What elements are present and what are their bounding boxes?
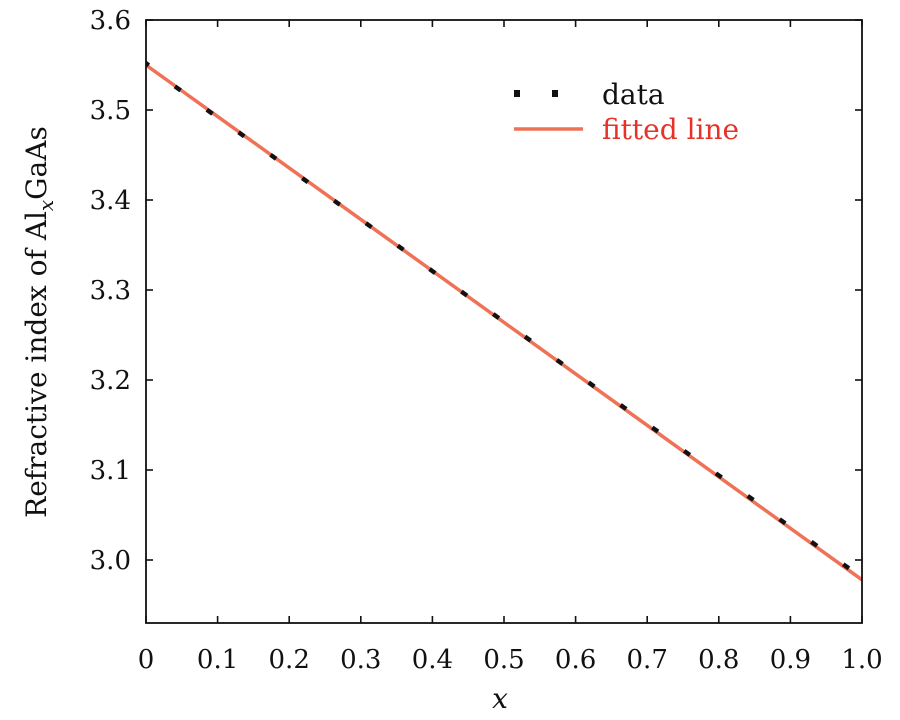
data-point <box>460 289 469 298</box>
data-point <box>269 152 278 161</box>
legend: data fitted line <box>514 78 739 146</box>
data-point <box>396 243 405 252</box>
x-tick-label: 0.8 <box>698 645 739 675</box>
x-tick-label: 0.6 <box>555 645 596 675</box>
data-point <box>332 198 342 207</box>
data-point <box>364 221 373 230</box>
data-point <box>746 494 755 502</box>
legend-label-data: data <box>602 78 665 111</box>
x-tick-label: 0.1 <box>197 645 238 675</box>
y-tick-label: 3.1 <box>90 456 131 486</box>
x-tick-label: 1.0 <box>841 645 882 675</box>
data-point <box>841 562 851 571</box>
legend-marker-data-2 <box>552 90 558 97</box>
x-tick-label: 0.2 <box>269 645 310 675</box>
x-tick-label: 0.5 <box>483 645 524 675</box>
data-point <box>651 425 660 434</box>
y-tick-label: 3.0 <box>90 546 131 576</box>
data-point <box>714 471 723 480</box>
data-point <box>237 130 246 139</box>
y-tick-label: 3.3 <box>90 276 131 306</box>
data-point <box>523 334 532 343</box>
y-axis-label: Refractive index of AlxGaAs <box>20 126 58 518</box>
x-tick-label: 0 <box>138 645 155 675</box>
data-point <box>682 449 692 457</box>
y-tick-label: 3.4 <box>90 186 131 216</box>
legend-marker-data-1 <box>514 90 520 97</box>
ticks-layer: 0 0.1 0.2 0.3 0.4 0.5 0.6 0.7 0.8 0.9 1.0 3.0 3.1 3.2… <box>90 6 883 675</box>
x-tick-label: 0.3 <box>340 645 381 675</box>
data-point <box>300 176 310 185</box>
y-tick-label: 3.2 <box>90 366 131 396</box>
legend-label-fitted: fitted line <box>602 113 739 146</box>
x-tick-label: 0.4 <box>412 645 453 675</box>
x-axis-label: x <box>492 682 508 715</box>
data-point <box>587 380 596 389</box>
data-point <box>428 267 437 275</box>
data-point <box>778 517 787 526</box>
y-axis-label-suffix: GaAs <box>20 126 53 200</box>
x-tick-label: 0.7 <box>627 645 668 675</box>
data-point <box>619 403 628 411</box>
data-point <box>491 312 501 320</box>
data-point <box>555 358 564 366</box>
data-point <box>810 539 819 548</box>
y-axis-label-subscript: x <box>34 200 58 211</box>
y-tick-label: 3.6 <box>90 6 131 36</box>
y-tick-label: 3.5 <box>90 96 131 126</box>
fitted-line <box>146 63 862 582</box>
data-point <box>205 107 214 116</box>
data-point <box>173 84 182 93</box>
x-tick-label: 0.9 <box>770 645 811 675</box>
y-axis-label-main: Refractive index of Al <box>20 211 53 518</box>
series-layer <box>146 59 862 582</box>
